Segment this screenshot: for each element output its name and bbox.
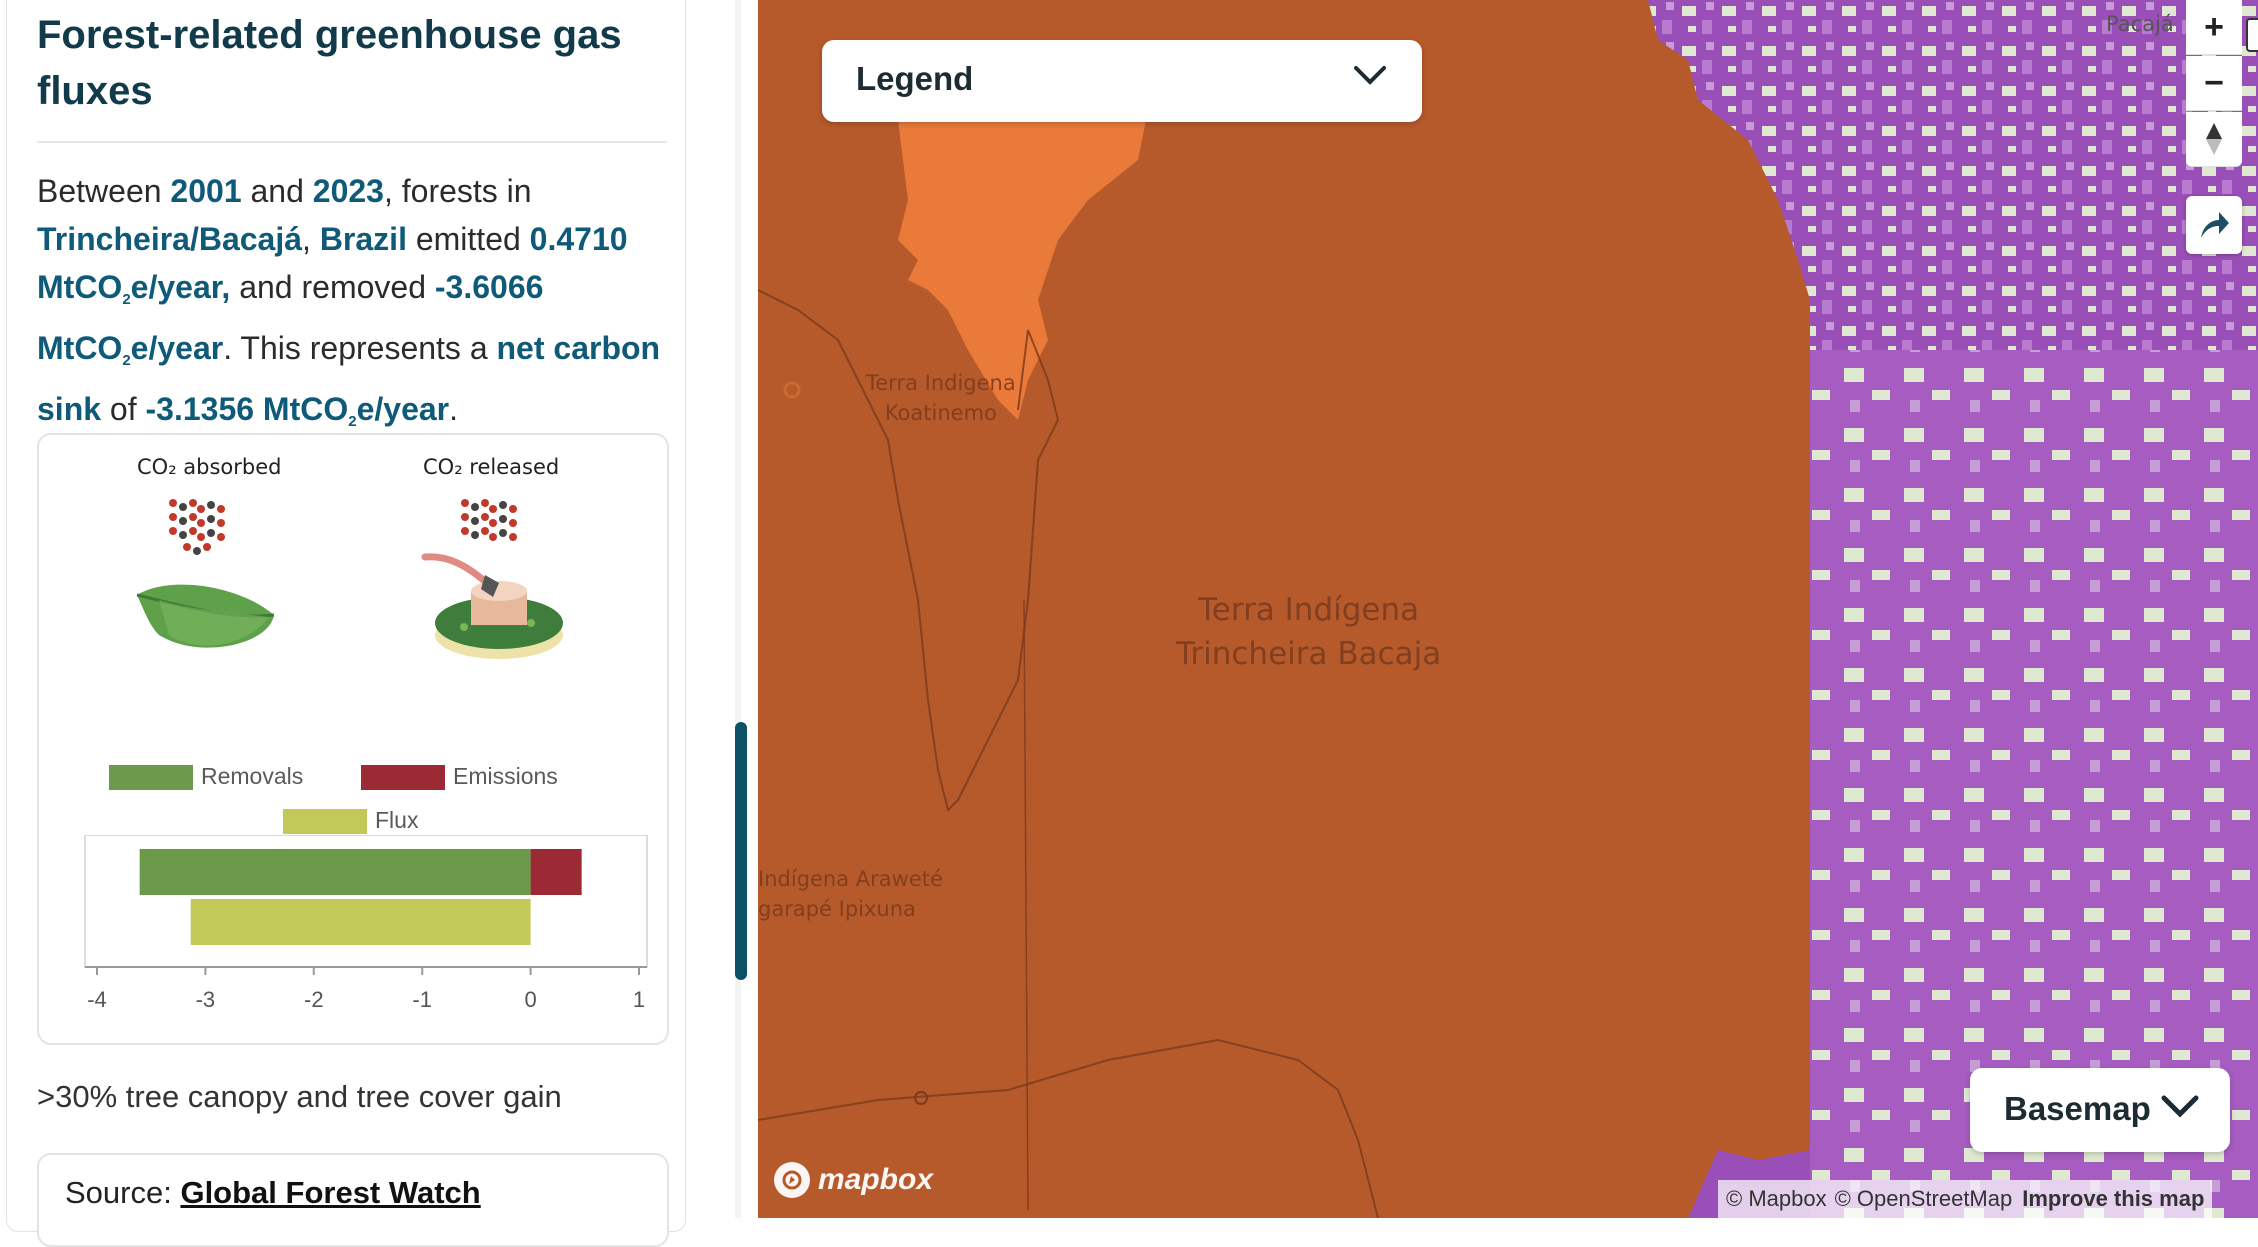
x-tick-label: -2: [304, 987, 324, 1012]
map-label-arawete: Indígena Araweté garapé Ipixuna: [758, 867, 943, 921]
x-tick-label: -3: [196, 987, 216, 1012]
legend-label: Legend: [856, 60, 974, 97]
region-name: Trincheira/Bacajá: [37, 221, 303, 257]
sink-label: net carbon sink: [37, 330, 661, 427]
summary-comma: ,: [302, 221, 320, 257]
legend-flux: Flux: [375, 807, 419, 833]
co2-absorbed-label: CO₂ absorbed: [137, 455, 282, 479]
panel-title: Forest-related greenhouse gas fluxes: [37, 13, 622, 113]
source-link[interactable]: Global Forest Watch: [180, 1175, 481, 1210]
compass-button[interactable]: [2186, 112, 2242, 167]
side-panel: Forest-related greenhouse gas fluxes Bet…: [0, 0, 740, 1247]
emissions-swatch: [361, 765, 445, 790]
summary-end: .: [449, 391, 458, 427]
basemap-label: Basemap: [2004, 1090, 2151, 1127]
source-text: Source: Global Forest Watch: [65, 1175, 481, 1211]
x-tick-label: -4: [87, 987, 107, 1012]
mapbox-logo-icon: [774, 1162, 810, 1198]
source-card: Source: Global Forest Watch: [37, 1153, 669, 1247]
tree-cover-gain-heading: >30% tree canopy and tree cover gain: [37, 1079, 562, 1114]
zoom-out-button[interactable]: −: [2186, 56, 2242, 111]
title-divider: [37, 141, 667, 143]
map-label-koatinemo: Terra Indigena Koatinemo: [866, 371, 1016, 425]
legend-emissions: Emissions: [453, 763, 558, 789]
attribution-osm[interactable]: © OpenStreetMap: [1834, 1186, 2013, 1211]
mapbox-logo-text: mapbox: [818, 1163, 934, 1196]
map-layers: [758, 0, 2258, 1218]
improve-map-link[interactable]: Improve this map: [2022, 1186, 2205, 1211]
summary-and: and: [241, 173, 313, 209]
basemap-dropdown[interactable]: Basemap: [1970, 1068, 2230, 1152]
mapbox-logo[interactable]: mapbox: [774, 1160, 933, 1200]
removed-value: -3.6066 MtCO2e/year: [37, 269, 544, 369]
bar-flux: [190, 899, 531, 945]
country-name: Brazil: [319, 221, 407, 257]
map-label-pacaja: Pacajá: [2106, 12, 2174, 36]
net-value: -3.1356 MtCO2e/year: [145, 391, 450, 430]
legend-removals: Removals: [201, 763, 304, 789]
map-canvas[interactable]: Terra Indigena Koatinemo Terra Indígena Tr…: [758, 0, 2258, 1218]
summary-text: Between 2001 and 2023, forests in Trinch…: [37, 167, 667, 446]
compass-icon: [2206, 123, 2222, 155]
stump-release-icon: [421, 499, 563, 659]
info-card: Forest-related greenhouse gas fluxes Bet…: [6, 0, 686, 1247]
flux-bar-chart: -4 -3 -2 -1 0 1: [84, 835, 648, 1012]
share-arrow-icon: [2201, 212, 2229, 238]
flux-swatch: [283, 809, 367, 834]
summary-removed: and removed: [230, 269, 435, 305]
summary-prefix: Between: [37, 173, 171, 209]
panel-scrollbar-track[interactable]: [735, 0, 741, 1218]
source-label: Source:: [65, 1175, 181, 1210]
attribution-mapbox[interactable]: © Mapbox: [1726, 1186, 1827, 1211]
end-year: 2023: [312, 173, 384, 209]
chevron-down-icon: [1354, 66, 1386, 85]
panel-scrollbar-thumb[interactable]: [735, 722, 747, 980]
summary-forests-in: , forests in: [383, 173, 532, 209]
chevron-down-icon: [2161, 1095, 2199, 1118]
x-tick-label: -1: [412, 987, 432, 1012]
bar-removals: [139, 849, 531, 895]
panel-edge-icon[interactable]: [2246, 18, 2258, 52]
zoom-in-button[interactable]: +: [2186, 0, 2242, 55]
map-label-trincheira: Terra Indígena Trincheira Bacaja: [1176, 592, 1442, 672]
start-year: 2001: [170, 173, 242, 209]
flux-chart-card: CO₂ absorbed CO₂ released: [37, 433, 669, 1045]
x-tick-label: 1: [633, 987, 645, 1012]
removals-swatch: [109, 765, 193, 790]
summary-of: of: [101, 391, 146, 427]
leaf-absorb-icon: [136, 499, 275, 648]
legend-dropdown[interactable]: Legend: [822, 40, 1422, 122]
emitted-value: 0.4710 MtCO2e/year,: [37, 221, 628, 308]
x-tick-label: 0: [524, 987, 536, 1012]
co2-released-label: CO₂ released: [423, 455, 560, 479]
map-attribution: © Mapbox © OpenStreetMap Improve this ma…: [1718, 1180, 2213, 1218]
bar-emissions: [530, 849, 582, 895]
summary-emitted: emitted: [406, 221, 530, 257]
summary-represents: . This represents a: [223, 330, 497, 366]
share-button[interactable]: [2186, 196, 2242, 254]
